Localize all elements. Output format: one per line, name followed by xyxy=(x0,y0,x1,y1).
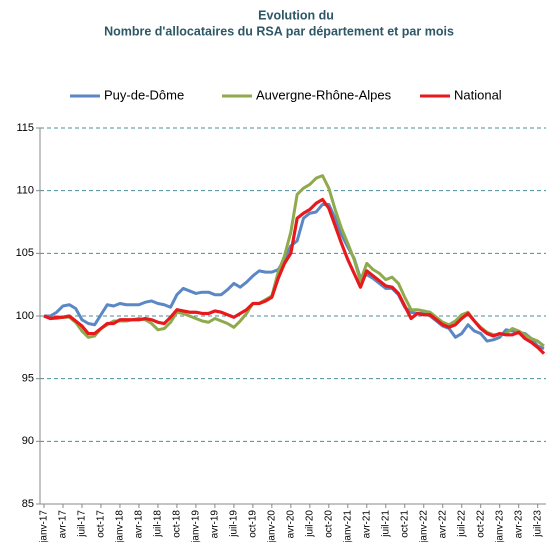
x-tick-label: oct-18 xyxy=(172,510,183,538)
x-tick-label: juil-19 xyxy=(229,510,240,538)
y-tick-label: 100 xyxy=(16,310,34,322)
x-tick-label: oct-21 xyxy=(399,510,410,538)
x-tick-label: juil-20 xyxy=(304,510,315,538)
x-tick-label: janv-18 xyxy=(115,510,126,542)
series-line xyxy=(44,202,545,350)
x-tick-label: oct-22 xyxy=(475,510,486,538)
x-tick-label: oct-17 xyxy=(96,510,107,538)
x-tick-label: juil-22 xyxy=(456,510,467,538)
x-tick-label: janv-17 xyxy=(39,510,50,542)
chart-title: Nombre d'allocataires du RSA par départe… xyxy=(104,24,454,38)
x-tick-label: janv-21 xyxy=(342,510,353,542)
x-tick-label: avr-22 xyxy=(437,510,448,539)
legend-label: National xyxy=(454,87,502,102)
x-tick-label: oct-20 xyxy=(323,510,334,538)
x-tick-label: janv-22 xyxy=(418,510,429,542)
y-tick-label: 85 xyxy=(22,498,34,510)
x-tick-label: avr-17 xyxy=(58,510,69,539)
y-tick-label: 90 xyxy=(22,435,34,447)
y-tick-label: 105 xyxy=(16,247,34,259)
chart-title: Evolution du xyxy=(258,8,334,22)
x-tick-label: juil-23 xyxy=(532,510,543,538)
x-tick-label: avr-18 xyxy=(134,510,145,539)
x-tick-label: avr-20 xyxy=(285,510,296,539)
y-tick-label: 115 xyxy=(16,122,34,134)
legend-label: Auvergne-Rhône-Alpes xyxy=(256,87,392,102)
y-tick-label: 95 xyxy=(22,373,34,385)
series-line xyxy=(43,197,546,355)
x-tick-label: avr-23 xyxy=(513,510,524,539)
x-tick-label: avr-21 xyxy=(361,510,372,539)
x-tick-label: juil-17 xyxy=(77,510,88,538)
y-tick-label: 110 xyxy=(16,185,34,197)
legend-label: Puy-de-Dôme xyxy=(104,87,184,102)
x-tick-label: oct-19 xyxy=(248,510,259,538)
x-tick-label: janv-23 xyxy=(494,510,505,542)
x-tick-label: janv-20 xyxy=(266,510,277,542)
x-tick-label: avr-19 xyxy=(210,510,221,539)
x-tick-label: juil-18 xyxy=(153,510,164,538)
x-tick-label: janv-19 xyxy=(191,510,202,542)
x-tick-label: juil-21 xyxy=(380,510,391,538)
